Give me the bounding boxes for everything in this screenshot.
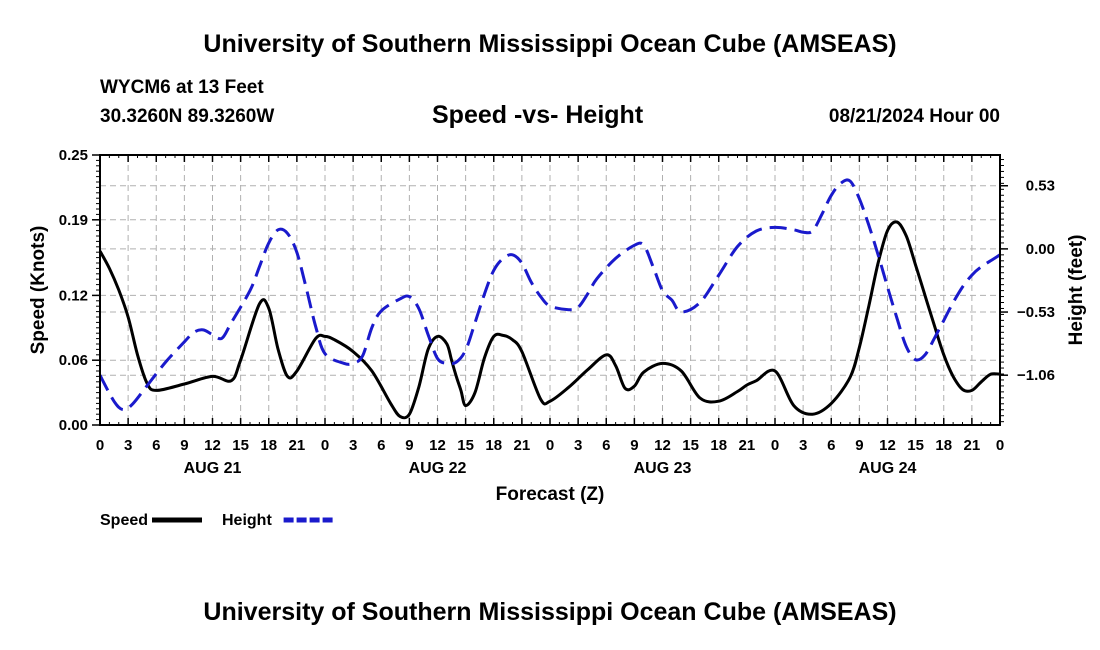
x-tick-label: 0 xyxy=(546,437,554,454)
x-tick-label: 21 xyxy=(289,437,306,454)
x-tick-label: 3 xyxy=(799,437,807,454)
x-tick-label: 15 xyxy=(907,437,924,454)
x-tick-label: 21 xyxy=(514,437,531,454)
y-tick-label: 0.12 xyxy=(59,287,88,304)
x-tick-label: 9 xyxy=(180,437,188,454)
x-tick-label: 15 xyxy=(232,437,249,454)
x-tick-label: 12 xyxy=(879,437,896,454)
x-tick-label: 9 xyxy=(855,437,863,454)
x-tick-label: 6 xyxy=(602,437,610,454)
date-label: AUG 22 xyxy=(409,460,467,477)
x-tick-label: 6 xyxy=(377,437,385,454)
x-tick-label: 3 xyxy=(349,437,357,454)
y2-tick-label: −0.53 xyxy=(1017,304,1055,321)
legend-label-speed: Speed xyxy=(100,512,148,529)
coordinates-label: 30.3260N 89.3260W xyxy=(100,106,275,127)
x-tick-label: 9 xyxy=(405,437,413,454)
date-label: AUG 21 xyxy=(184,460,242,477)
x-axis-title: Forecast (Z) xyxy=(496,484,605,505)
plot-frame xyxy=(99,154,1001,426)
x-tick-label: 18 xyxy=(710,437,727,454)
x-tick-label: 9 xyxy=(630,437,638,454)
x-tick-label: 15 xyxy=(682,437,699,454)
chart-main-title: University of Southern Mississippi Ocean… xyxy=(203,30,897,58)
chart-subtitle: Speed -vs- Height xyxy=(432,101,644,129)
y2-axis-title: Height (feet) xyxy=(1066,235,1087,346)
y2-tick-label: −1.06 xyxy=(1017,367,1055,384)
date-label: AUG 24 xyxy=(859,460,917,477)
y2-tick-label: 0.00 xyxy=(1026,241,1055,258)
y-tick-label: 0.06 xyxy=(59,352,88,369)
y-axis-title: Speed (Knots) xyxy=(28,226,49,355)
legend-label-height: Height xyxy=(222,512,272,529)
x-tick-label: 18 xyxy=(485,437,502,454)
series-lines xyxy=(98,178,1001,420)
y-tick-label: 0.00 xyxy=(59,417,88,434)
station-label: WYCM6 at 13 Feet xyxy=(100,77,264,98)
y-tick-label: 0.19 xyxy=(59,212,88,229)
x-tick-label: 15 xyxy=(457,437,474,454)
y-tick-label: 0.25 xyxy=(59,147,88,164)
x-tick-label: 12 xyxy=(654,437,671,454)
x-tick-label: 21 xyxy=(739,437,756,454)
y2-tick-label: 0.53 xyxy=(1026,178,1055,195)
date-label: AUG 23 xyxy=(634,460,692,477)
speed-series-line xyxy=(98,220,1001,420)
x-tick-label: 0 xyxy=(96,437,104,454)
forecast-datetime: 08/21/2024 Hour 00 xyxy=(828,106,1000,127)
footer-title: University of Southern Mississippi Ocean… xyxy=(203,598,897,626)
x-tick-label: 3 xyxy=(574,437,582,454)
x-tick-label: 21 xyxy=(964,437,981,454)
x-tick-label: 0 xyxy=(771,437,779,454)
x-tick-label: 6 xyxy=(827,437,835,454)
x-tick-label: 3 xyxy=(124,437,132,454)
legend: Speed Height xyxy=(100,512,334,529)
x-tick-label: 0 xyxy=(321,437,329,454)
grid-lines xyxy=(100,155,1000,425)
x-tick-label: 18 xyxy=(260,437,277,454)
x-tick-label: 0 xyxy=(996,437,1004,454)
x-tick-label: 18 xyxy=(935,437,952,454)
x-tick-label: 6 xyxy=(152,437,160,454)
x-tick-label: 12 xyxy=(204,437,221,454)
axis-labels: 0 3 6 9 12 15 18 21 0 3 6 9 12 15 18 21 0 3 6 9 12 15 18 21 0 3 6 9… xyxy=(28,147,1087,505)
x-tick-label: 12 xyxy=(429,437,446,454)
